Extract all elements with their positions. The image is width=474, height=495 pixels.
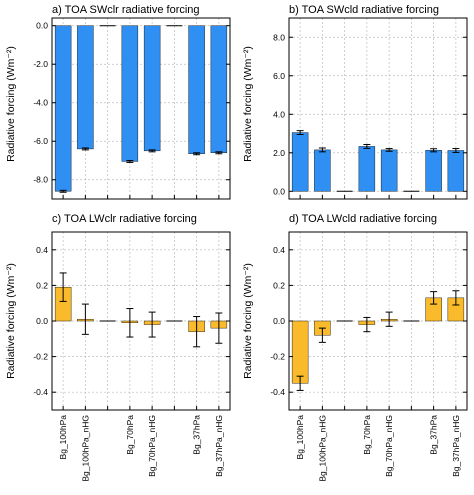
panel-d-category-label-0: Bg_100hPa [295,415,305,460]
panel-c-title: c) TOA LWclr radiative forcing [52,213,197,225]
panel-c-category-label-5: Bg_37hPa_nHG [214,415,224,477]
panel-b-ylabel: Radiative forcing (Wm⁻²) [242,46,254,162]
panel-b-ytick-label-4: 8.0 [273,32,285,42]
panel-a-errorbar-6 [193,152,201,156]
panel-a-ytick-label-3: -6.0 [33,136,48,146]
panel-b-bar-0 [291,132,309,192]
panel-c-ytick-label-4: -0.4 [33,387,48,397]
panel-c-category-label-4: Bg_37hPa [192,415,202,455]
panel-a-ytick-label-1: -2.0 [33,59,48,69]
panel-a-bar-3 [121,25,139,162]
panel-b-title: b) TOA SWcld radiative forcing [289,4,439,16]
panel-d-errorbar-1 [318,327,326,343]
panel-d-ytick-label-4: -0.4 [270,387,285,397]
panel-a-errorbar-4 [148,149,156,153]
panel-a-bar-0 [54,25,72,192]
panel-b-errorbar-6 [430,148,438,153]
panel-a-errorbar-7 [215,151,223,155]
panel-d-ytick-label-2: 0.0 [273,316,285,326]
panel-d-ytick-label-1: 0.2 [273,280,285,290]
panel-d-bar-0 [291,320,309,384]
panel-c-errorbar-4 [148,311,156,338]
panel-b-bar-4 [380,149,398,192]
panel-b: b) TOA SWcld radiative forcing Radiative… [242,4,468,200]
panel-d-category-label-1: Bg_100hPa_nHG [317,415,327,482]
panel-d-category-label-5: Bg_37hPa_nHG [451,415,461,477]
panel-a-ytick-label-0: 0.0 [36,21,48,31]
panel-b-errorbar-7 [452,148,460,153]
panel-c-errorbar-6 [193,316,201,348]
panel-d-errorbar-6 [430,291,438,305]
panel-a-ytick-label-2: -4.0 [33,98,48,108]
panel-b-bar-3 [358,146,376,192]
panel-d-category-label-4: Bg_37hPa [429,415,439,455]
panel-b-bar-7 [447,150,465,192]
panel-a-errorbar-1 [81,147,89,151]
panel-d-errorbar-3 [363,316,371,333]
panel-c-errorbar-1 [81,303,89,335]
panel-d-category-label-2: Bg_70hPa [362,415,372,455]
panel-c-ytick-label-3: -0.2 [33,352,48,362]
panel-b-ytick-label-1: 2.0 [273,148,285,158]
panel-d-errorbar-4 [385,311,393,327]
panel-d-ytick-label-3: -0.2 [270,352,285,362]
panel-a: a) TOA SWclr radiative forcing Radiative… [5,4,231,200]
panel-a-bar-4 [143,25,161,152]
panel-b-ytick-label-0: 0.0 [273,186,285,196]
panel-a-bar-6 [188,25,205,154]
panel-a-ytick-label-4: -8.0 [33,175,48,185]
panel-c-ytick-label-1: 0.2 [36,280,48,290]
panel-b-ytick-label-3: 6.0 [273,71,285,81]
panel-a-bar-1 [77,25,94,150]
panel-b-errorbar-1 [318,147,326,153]
panel-b-frame [288,17,468,200]
panel-d-errorbar-0 [296,375,304,391]
panel-a-ylabel: Radiative forcing (Wm⁻²) [5,46,17,162]
panel-d-category-label-3: Bg_70hPa_nHG [384,415,394,477]
panel-c-category-label-0: Bg_100hPa [58,415,68,460]
panel-b-errorbar-3 [363,144,371,149]
panel-c: c) TOA LWclr radiative forcing Radiative… [5,213,231,482]
panel-a-errorbar-0 [59,189,67,193]
panel-b-ytick-label-2: 4.0 [273,109,285,119]
panel-b-errorbar-4 [385,148,393,152]
panel-c-ytick-label-0: 0.4 [36,245,48,255]
panel-a-title: a) TOA SWclr radiative forcing [52,4,200,16]
panel-d-title: d) TOA LWcld radiative forcing [289,213,437,225]
panel-c-category-label-2: Bg_70hPa [125,415,135,455]
panel-c-errorbar-3 [126,308,134,338]
panel-d-ylabel: Radiative forcing (Wm⁻²) [242,263,254,379]
panel-c-errorbar-0 [59,272,67,302]
panel-c-ytick-label-2: 0.0 [36,316,48,326]
panel-c-ylabel: Radiative forcing (Wm⁻²) [5,263,17,379]
panel-b-bar-6 [425,150,442,192]
panel-d-errorbar-7 [452,290,460,306]
panel-c-category-label-3: Bg_70hPa_nHG [147,415,157,477]
panel-b-bar-1 [314,149,331,192]
panel-d-ytick-label-0: 0.4 [273,245,285,255]
panel-a-errorbar-3 [126,159,134,163]
panel-a-frame [51,17,231,200]
panel-a-bar-7 [210,25,228,153]
panel-c-category-label-1: Bg_100hPa_nHG [80,415,90,482]
panel-c-errorbar-7 [215,312,223,344]
panel-b-errorbar-0 [296,130,304,135]
panel-d: d) TOA LWcld radiative forcing Radiative… [242,213,468,482]
